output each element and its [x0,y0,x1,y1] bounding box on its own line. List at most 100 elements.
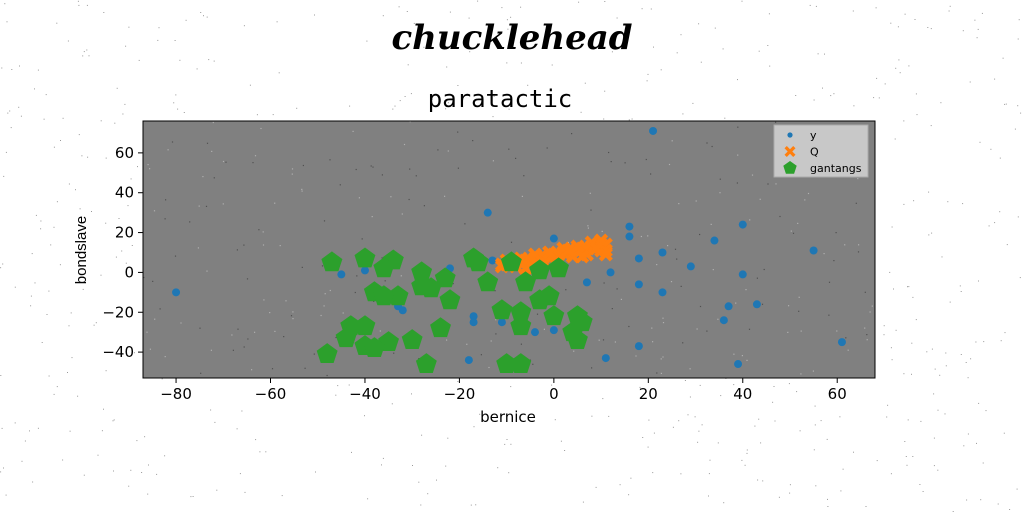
point-gantangs [496,353,518,373]
point-y [686,262,695,271]
point-gantangs [510,315,532,336]
x-axis-label: bernice [480,408,536,426]
point-gantangs [467,251,489,272]
point-y [634,254,643,263]
point-y [464,356,473,365]
point-Q [518,261,533,276]
point-y [625,232,634,241]
point-y [469,312,478,321]
point-gantangs [354,247,376,268]
y-tick-label: 40 [115,184,134,202]
point-gantangs [411,275,433,296]
data-points [172,126,846,373]
point-gantangs [335,327,357,348]
point-gantangs [439,289,461,310]
point-y [530,328,539,337]
point-gantangs [373,257,395,278]
point-Q [561,243,576,258]
point-y [398,306,407,315]
point-gantangs [538,285,560,306]
point-y [549,326,558,335]
figure-suptitle: chucklehead [391,18,633,58]
point-y [658,248,667,257]
point-y [360,266,369,275]
point-gantangs [477,271,499,292]
point-y [809,246,818,255]
point-y [606,268,615,277]
x-tick-label: 0 [549,385,559,403]
point-Q [598,243,613,258]
axes-background [143,121,875,378]
point-y [337,270,346,279]
point-y [488,256,497,265]
point-gantangs [543,305,565,326]
point-gantangs [500,251,522,272]
y-tick-label: 60 [115,144,134,162]
point-y [497,318,506,327]
point-y [734,360,743,369]
point-y [634,280,643,289]
point-y [172,288,181,297]
point-gantangs [491,299,513,320]
point-y [582,278,591,287]
legend-marker-Q [784,146,796,157]
point-gantangs [567,329,588,349]
point-y [837,338,846,347]
point-y [483,208,492,217]
x-tick-label: 20 [639,385,658,403]
x-tick-label: 60 [828,385,847,403]
legend-marker-gantangs [783,161,797,174]
y-tick-label: −20 [102,303,134,321]
legend-label-y: y [810,129,817,142]
point-y [719,316,728,325]
legend-label-Q: Q [810,146,819,159]
x-tick-label: 40 [733,385,752,403]
point-y [658,288,667,297]
chart-title: paratactic [428,85,573,113]
y-tick-label: 20 [115,224,134,242]
point-Q [542,245,557,260]
point-y [649,126,658,135]
point-gantangs [529,259,551,280]
point-gantangs [510,301,532,322]
axes-frame [142,120,876,379]
x-tick-label: −60 [255,385,287,403]
point-y [469,318,478,327]
point-Q [527,247,542,262]
x-tick-label: −40 [349,385,381,403]
point-y [634,342,643,351]
y-axis-label: bondslave [73,216,90,284]
point-gantangs [387,285,409,306]
point-y [752,300,761,309]
point-gantangs [434,267,456,288]
point-y [724,302,733,311]
point-y [710,236,719,245]
point-gantangs [363,337,385,357]
x-tick-label: −20 [444,385,476,403]
point-gantangs [373,285,395,306]
series-y [172,126,846,369]
point-gantangs [316,343,338,363]
legend-marker-y [787,132,793,138]
point-y [601,354,610,363]
point-y [549,234,558,243]
point-gantangs [321,251,343,272]
x-tick-label: −80 [160,385,192,403]
point-gantangs [411,261,433,282]
point-gantangs [515,271,536,292]
point-Q [570,239,585,254]
point-y [738,220,747,229]
point-Q [575,249,590,264]
legend-label-gantangs: gantangs [810,162,862,175]
y-tick-label: −40 [102,343,134,361]
point-gantangs [510,353,532,373]
point-y [625,222,634,231]
point-gantangs [354,315,376,336]
y-tick-label: 0 [124,263,134,281]
plot-area [142,120,876,379]
point-Q [594,233,609,248]
point-Q [589,241,604,256]
point-y [738,270,747,279]
